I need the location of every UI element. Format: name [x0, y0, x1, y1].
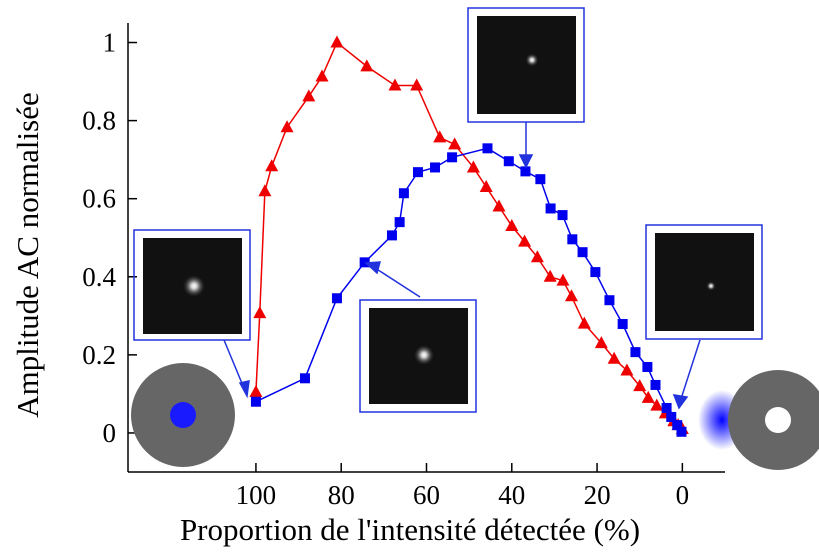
- data-point: [617, 319, 628, 330]
- data-point: [577, 316, 591, 329]
- data-point: [447, 152, 458, 163]
- data-point: [265, 159, 279, 172]
- data-point: [398, 188, 409, 199]
- data-point: [650, 379, 661, 390]
- x-tick-label: 100: [236, 480, 277, 510]
- arrow: [371, 265, 421, 298]
- pupils: [131, 363, 819, 470]
- data-point: [360, 59, 374, 72]
- arrow-head: [238, 154, 689, 410]
- data-point: [650, 398, 664, 411]
- data-point: [505, 219, 519, 232]
- x-tick-label: 0: [676, 480, 690, 510]
- inset-spot: [182, 274, 206, 298]
- data-point: [545, 203, 556, 214]
- data-point: [557, 210, 568, 221]
- data-point: [249, 384, 263, 397]
- y-tick-label: 0.2: [82, 340, 116, 370]
- data-point: [433, 130, 447, 143]
- inset-frame: [359, 299, 477, 413]
- data-point: [280, 120, 294, 133]
- inset-spot: [413, 344, 435, 366]
- data-point: [412, 167, 423, 178]
- data-point: [641, 390, 655, 403]
- data-point: [330, 35, 344, 48]
- y-axis-label: Amplitude AC normalisée: [10, 92, 45, 417]
- data-point: [482, 143, 493, 154]
- data-point: [594, 336, 608, 349]
- plot: 0 0.2 0.4 0.6 0.8 1 100 80 60 40 20 0: [82, 23, 725, 510]
- inset-spot: [525, 53, 539, 67]
- data-point: [315, 69, 329, 82]
- data-point: [302, 89, 316, 102]
- insets: [133, 7, 763, 413]
- data-point: [448, 137, 462, 150]
- data-point: [633, 379, 647, 392]
- inset-frame: [133, 229, 251, 341]
- arrow: [679, 339, 701, 403]
- data-point: [394, 217, 405, 228]
- data-point: [535, 174, 546, 185]
- series-line: [255, 147, 683, 433]
- data-point: [258, 184, 272, 197]
- x-tick-label: 60: [413, 480, 440, 510]
- data-point: [430, 162, 441, 173]
- data-point: [604, 295, 615, 306]
- x-tick-label: 20: [584, 480, 611, 510]
- y-tick-label: 0.8: [82, 106, 116, 136]
- annulus-hole: [765, 407, 791, 433]
- data-point: [630, 347, 641, 358]
- data-point: [479, 179, 493, 192]
- series-line: [255, 41, 683, 430]
- data-point: [543, 269, 557, 282]
- data-point: [359, 257, 370, 268]
- data-point: [564, 289, 578, 302]
- data-point: [466, 160, 480, 173]
- inset-frame: [645, 224, 763, 340]
- data-point: [556, 273, 570, 286]
- y-tick-label: 0: [103, 418, 117, 448]
- data-point: [520, 166, 531, 177]
- data-point: [666, 411, 677, 422]
- data-point: [642, 361, 653, 372]
- data-point: [250, 396, 261, 407]
- data-point: [672, 420, 683, 431]
- inset-image: [477, 16, 576, 114]
- y-tick-label: 1: [103, 28, 117, 58]
- data-point: [577, 247, 588, 258]
- data-point: [567, 234, 578, 245]
- data-point: [661, 402, 672, 413]
- data-point: [676, 426, 687, 437]
- data-point: [607, 351, 621, 364]
- data-point: [620, 363, 634, 376]
- pupil-center: [170, 402, 196, 428]
- x-tick-label: 40: [498, 480, 525, 510]
- inset-image: [655, 233, 754, 331]
- data-point: [386, 230, 397, 241]
- data-point: [530, 250, 544, 263]
- data-point: [388, 78, 402, 91]
- data-point: [253, 306, 267, 319]
- data-point: [492, 199, 506, 212]
- y-tick-label: 0.4: [82, 262, 116, 292]
- data-point: [518, 234, 532, 247]
- data-point: [410, 78, 424, 91]
- x-tick-label: 80: [328, 480, 355, 510]
- x-axis-label: Proportion de l'intensité détectée (%): [180, 512, 640, 547]
- data-point: [503, 156, 514, 167]
- inset-spot: [706, 281, 716, 291]
- data-point: [331, 293, 342, 304]
- y-tick-label: 0.6: [82, 184, 116, 214]
- data-point: [299, 373, 310, 384]
- data-point: [590, 267, 601, 278]
